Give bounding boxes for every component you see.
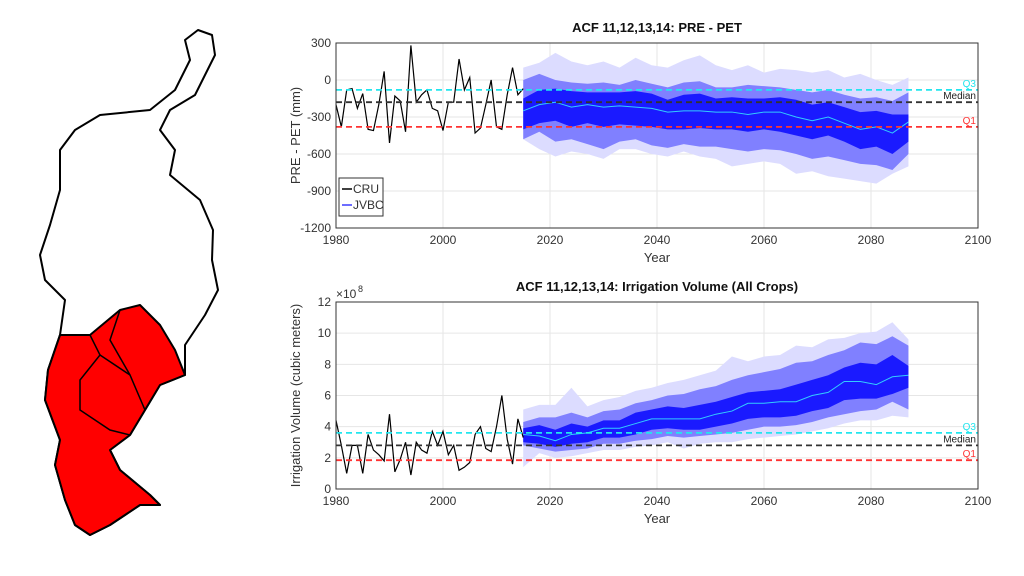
reference-label-q1: Q1 — [963, 449, 977, 460]
band-inner — [523, 88, 909, 154]
x-tick-label: 2040 — [644, 233, 671, 247]
subbasin-boundary — [79, 334, 131, 436]
y-tick-label: -1200 — [300, 221, 331, 235]
y-axis-exponent: 8 — [358, 284, 363, 294]
y-axis-label: Irrigation Volume (cubic meters) — [288, 304, 303, 488]
y-tick-label: -300 — [307, 110, 331, 124]
y-tick-label: 10 — [318, 326, 332, 340]
reference-label-q3: Q3 — [963, 79, 977, 90]
x-tick-label: 2020 — [537, 233, 564, 247]
chart-title: ACF 11,12,13,14: PRE - PET — [572, 20, 742, 35]
x-axis-label: Year — [644, 511, 671, 526]
y-tick-label: 8 — [324, 357, 331, 371]
x-tick-label: 2080 — [858, 494, 885, 508]
subbasin-boundary — [109, 309, 146, 411]
x-tick-label: 2100 — [965, 494, 992, 508]
y-axis-multiplier: ×10 — [336, 287, 357, 301]
y-tick-label: -600 — [307, 147, 331, 161]
y-axis-label: PRE - PET (mm) — [288, 87, 303, 184]
chart-title: ACF 11,12,13,14: Irrigation Volume (All … — [516, 279, 798, 294]
x-tick-label: 2080 — [858, 233, 885, 247]
legend-box — [338, 177, 384, 217]
legend-label-jvbc: JVBC — [353, 198, 384, 212]
x-tick-label: 1980 — [323, 494, 350, 508]
x-tick-label: 1980 — [323, 233, 350, 247]
y-tick-label: 4 — [324, 420, 331, 434]
x-tick-label: 2000 — [430, 494, 457, 508]
x-tick-label: 2060 — [751, 494, 778, 508]
reference-label-q3: Q3 — [963, 422, 977, 433]
x-tick-label: 2020 — [537, 494, 564, 508]
y-tick-label: 2 — [324, 451, 331, 465]
y-tick-label: 0 — [324, 73, 331, 87]
y-tick-label: 300 — [311, 36, 331, 50]
legend-label-cru: CRU — [353, 182, 379, 196]
jvbc-median-line — [523, 101, 909, 134]
subbasin-boundary — [99, 354, 131, 376]
cru-line — [335, 395, 524, 476]
y-tick-label: 0 — [324, 482, 331, 496]
x-tick-label: 2000 — [430, 233, 457, 247]
band-inner — [523, 354, 909, 447]
x-axis-label: Year — [644, 250, 671, 265]
x-tick-label: 2100 — [965, 233, 992, 247]
axes-box — [335, 301, 979, 490]
x-tick-label: 2060 — [751, 233, 778, 247]
y-tick-label: 6 — [324, 389, 331, 403]
y-tick-label: -900 — [307, 184, 331, 198]
y-tick-label: 12 — [318, 295, 332, 309]
reference-label-median: Median — [943, 434, 976, 445]
cru-line — [335, 45, 524, 143]
x-tick-label: 2040 — [644, 494, 671, 508]
basin-map — [39, 29, 219, 536]
reference-label-q1: Q1 — [963, 116, 977, 127]
subbasins-highlighted — [44, 304, 186, 536]
reference-label-median: Median — [943, 91, 976, 102]
axes-box — [335, 42, 979, 229]
